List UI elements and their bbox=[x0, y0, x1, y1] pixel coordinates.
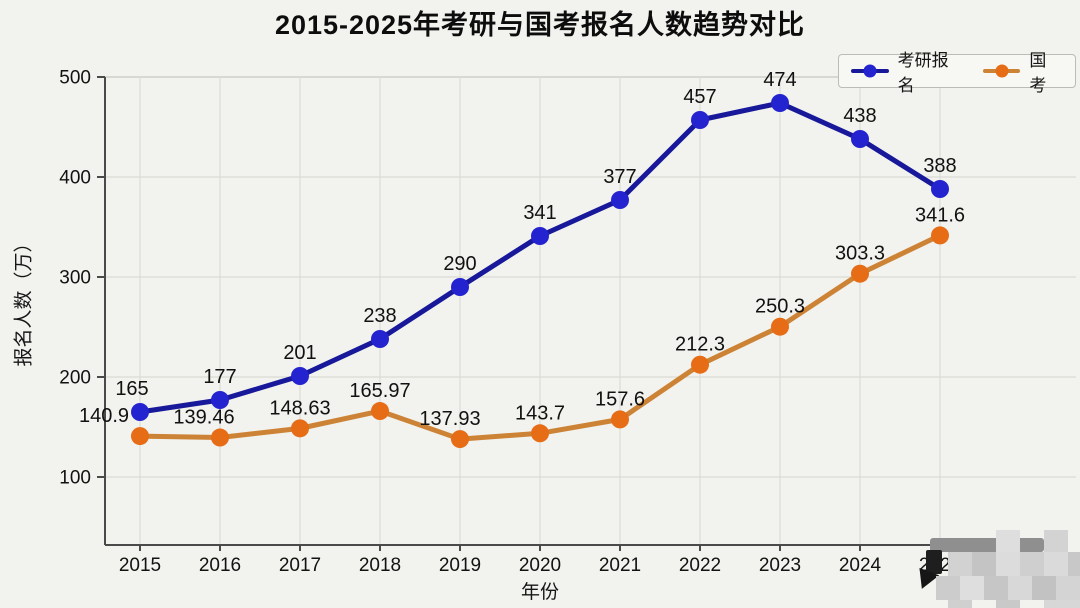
data-point-0 bbox=[211, 391, 229, 409]
x-tick-label: 2020 bbox=[519, 555, 561, 576]
data-point-1 bbox=[931, 226, 949, 245]
data-label-0: 457 bbox=[683, 86, 716, 108]
x-tick-label: 2018 bbox=[359, 555, 401, 576]
legend-marker-dot-kaoyan bbox=[863, 64, 877, 78]
data-label-0: 388 bbox=[923, 155, 956, 177]
data-point-1 bbox=[531, 424, 549, 443]
data-point-0 bbox=[931, 180, 949, 198]
data-point-0 bbox=[131, 403, 149, 421]
data-label-0: 341 bbox=[523, 202, 556, 224]
data-label-1: 148.63 bbox=[269, 397, 330, 419]
chart-title: 2015-2025年考研与国考报名人数趋势对比 bbox=[274, 10, 806, 40]
data-label-1: 137.93 bbox=[419, 408, 480, 430]
data-label-0: 438 bbox=[843, 105, 876, 127]
data-label-1: 143.7 bbox=[515, 402, 565, 424]
x-tick-label: 2024 bbox=[839, 555, 882, 576]
x-tick-label: 2021 bbox=[599, 555, 641, 576]
data-label-1: 212.3 bbox=[675, 334, 725, 356]
data-point-0 bbox=[851, 130, 869, 148]
legend-item-guokao: 国考 bbox=[982, 46, 1063, 96]
data-point-1 bbox=[611, 410, 629, 429]
data-label-1: 140.9 bbox=[79, 405, 129, 427]
x-tick-label: 2023 bbox=[759, 555, 801, 576]
data-point-1 bbox=[211, 428, 229, 447]
data-label-1: 157.6 bbox=[595, 388, 645, 410]
legend-line-swatch-guokao bbox=[982, 64, 1021, 78]
data-label-0: 165 bbox=[115, 378, 148, 400]
legend-label-kaoyan: 考研报名 bbox=[897, 51, 949, 95]
x-tick-label: 2025 bbox=[919, 555, 961, 576]
y-tick-label: 300 bbox=[59, 268, 91, 289]
x-tick-label: 2015 bbox=[119, 555, 161, 576]
data-point-0 bbox=[451, 278, 469, 296]
data-label-0: 290 bbox=[443, 253, 476, 275]
data-point-1 bbox=[291, 419, 309, 438]
data-label-0: 201 bbox=[283, 342, 316, 364]
legend-item-kaoyan: 考研报名 bbox=[851, 46, 965, 96]
y-tick-label: 500 bbox=[59, 68, 91, 89]
data-point-0 bbox=[531, 227, 549, 245]
data-point-0 bbox=[371, 330, 389, 348]
data-label-0: 177 bbox=[203, 366, 236, 388]
data-point-0 bbox=[611, 191, 629, 209]
x-tick-label: 2019 bbox=[439, 555, 481, 576]
data-label-1: 303.3 bbox=[835, 243, 885, 265]
y-tick-label: 400 bbox=[59, 168, 91, 189]
data-point-1 bbox=[691, 355, 709, 374]
data-label-0: 377 bbox=[603, 166, 636, 188]
y-tick-label: 200 bbox=[59, 368, 91, 389]
legend-label-guokao: 国考 bbox=[1029, 51, 1047, 95]
legend-line-swatch-kaoyan bbox=[851, 64, 889, 78]
data-point-1 bbox=[451, 430, 469, 449]
data-point-0 bbox=[291, 367, 309, 385]
x-axis-label: 年份 bbox=[520, 582, 560, 603]
legend-marker-dot-guokao bbox=[995, 64, 1009, 78]
legend-box: 考研报名 国考 bbox=[838, 51, 1076, 95]
data-point-1 bbox=[131, 427, 149, 446]
data-label-1: 165.97 bbox=[349, 380, 410, 402]
data-label-1: 139.46 bbox=[173, 407, 234, 429]
data-point-0 bbox=[771, 94, 789, 112]
y-tick-label: 100 bbox=[59, 468, 91, 489]
data-point-0 bbox=[691, 111, 709, 129]
data-point-1 bbox=[771, 317, 789, 336]
x-tick-label: 2017 bbox=[279, 555, 321, 576]
data-label-0: 238 bbox=[363, 305, 396, 327]
x-tick-label: 2022 bbox=[679, 555, 721, 576]
data-label-0: 474 bbox=[763, 69, 796, 91]
x-tick-label: 2016 bbox=[199, 555, 241, 576]
data-label-1: 250.3 bbox=[755, 296, 805, 318]
data-point-1 bbox=[851, 264, 869, 283]
data-label-1: 341.6 bbox=[915, 204, 965, 226]
data-point-1 bbox=[371, 402, 389, 421]
